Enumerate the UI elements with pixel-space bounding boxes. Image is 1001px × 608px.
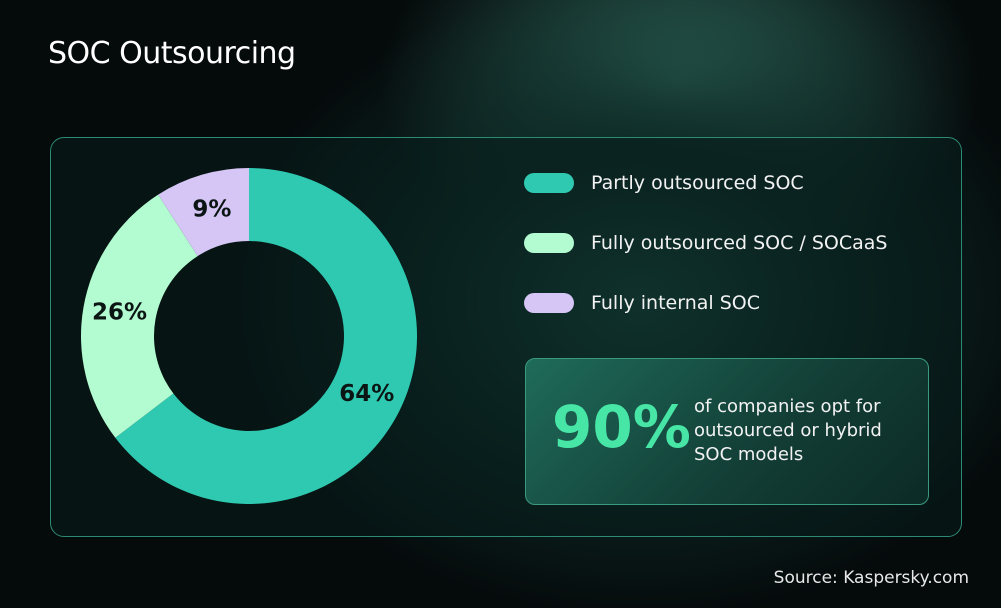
chart-title: SOC Outsourcing (48, 36, 296, 71)
donut-segment (80, 194, 198, 438)
legend-item: Fully internal SOC (524, 292, 760, 314)
legend-swatch (524, 293, 574, 313)
legend-swatch (524, 173, 574, 193)
callout: 90% of companies opt for outsourced or h… (525, 358, 929, 505)
legend-label: Partly outsourced SOC (591, 172, 804, 194)
legend-swatch (524, 233, 574, 253)
data-label: 64% (339, 381, 394, 407)
callout-text: of companies opt for outsourced or hybri… (694, 396, 882, 465)
callout-value: 90% (552, 393, 691, 461)
donut-segment (115, 168, 418, 505)
donut-segment (158, 168, 249, 257)
data-label: 26% (92, 300, 147, 326)
legend-item: Fully outsourced SOC / SOCaaS (524, 232, 887, 254)
legend-label: Fully internal SOC (591, 292, 760, 314)
data-label: 9% (192, 196, 231, 222)
source: Source: Kaspersky.com (773, 568, 969, 588)
legend-item: Partly outsourced SOC (524, 172, 804, 194)
legend-label: Fully outsourced SOC / SOCaaS (591, 232, 888, 254)
